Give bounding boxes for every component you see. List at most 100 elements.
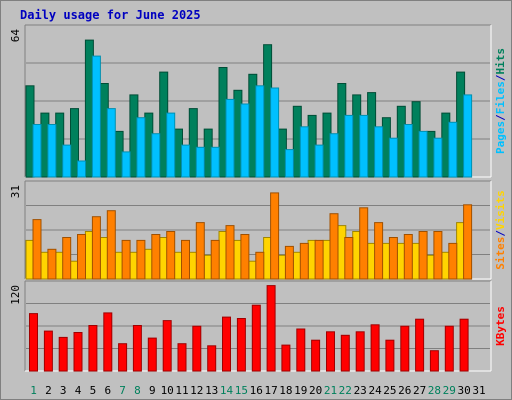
sites-visits-bar-visits-day-16 — [255, 251, 265, 280]
sites-visits-bar-visits-day-4 — [77, 234, 86, 280]
x-tick-day-29: 29 — [443, 384, 456, 397]
kbytes-bar-kbytes-day-27 — [415, 318, 425, 372]
sites-visits-bar-visits-day-8 — [136, 239, 146, 280]
hits-files-bar-files-day-1 — [32, 124, 42, 178]
x-tick-day-2: 2 — [45, 384, 52, 397]
hits-files-bar-files-day-12 — [195, 146, 205, 178]
hits-files-bar-files-day-10 — [166, 112, 176, 178]
kbytes-bar-kbytes-day-6 — [103, 312, 113, 372]
kbytes-bar-kbytes-day-8 — [132, 325, 142, 372]
sites-visits-bar-visits-day-12 — [195, 222, 205, 280]
hits-files-bar-files-day-2 — [47, 124, 57, 178]
hits-files-bar-files-day-13 — [210, 146, 220, 178]
sites-visits-panel: 31 Sites/Visits — [9, 180, 507, 280]
sites-visits-bar-visits-day-15 — [240, 234, 250, 280]
sites-visits-bar-visits-day-24 — [374, 222, 384, 280]
sites-visits-bar-visits-day-28 — [433, 231, 443, 280]
sites-visits-bar-visits-day-21 — [329, 213, 339, 280]
sites-visits-bar-visits-day-18 — [284, 245, 294, 280]
x-tick-day-14: 14 — [220, 384, 234, 397]
x-tick-day-21: 21 — [324, 384, 337, 397]
sites-visits-bar-visits-day-14 — [225, 225, 235, 280]
hits-files-bar-files-day-22 — [344, 114, 354, 178]
x-tick-day-31: 31 — [472, 384, 485, 397]
hits-files-bar-files-day-6 — [106, 108, 116, 178]
x-tick-day-7: 7 — [119, 384, 126, 397]
hits-files-legend-separator: / — [494, 114, 507, 121]
kbytes-bar-kbytes-day-10 — [162, 320, 172, 372]
hits-files-bar-files-day-26 — [403, 124, 413, 178]
kbytes-bar-kbytes-day-22 — [340, 334, 350, 372]
kbytes-bar-kbytes-day-1 — [29, 313, 38, 372]
hits-files-bar-files-day-9 — [151, 133, 161, 178]
x-tick-day-18: 18 — [279, 384, 292, 397]
x-tick-day-4: 4 — [75, 384, 82, 397]
sites-visits-bar-visits-day-7 — [121, 239, 131, 280]
hits-files-bar-files-day-21 — [329, 133, 339, 178]
hits-files-ytick-max: 64 — [9, 29, 22, 43]
x-tick-day-25: 25 — [383, 384, 396, 397]
hits-files-bar-files-day-24 — [374, 126, 384, 178]
x-tick-day-20: 20 — [309, 384, 322, 397]
sites-visits-bar-visits-day-20 — [314, 239, 324, 280]
hits-files-bar-files-day-18 — [284, 149, 294, 178]
sites-visits-ytick-max: 31 — [9, 185, 22, 198]
x-tick-day-11: 11 — [175, 384, 188, 397]
kbytes-bar-kbytes-day-9 — [147, 337, 157, 372]
kbytes-bar-kbytes-day-2 — [43, 330, 53, 372]
hits-files-legend-files: Files — [494, 81, 507, 114]
kbytes-bar-kbytes-day-30 — [459, 318, 469, 372]
kbytes-bar-kbytes-day-4 — [73, 332, 83, 372]
hits-files-bar-hits-day-12 — [188, 108, 198, 178]
hits-files-panel: 64 Pages/Files/Hits — [9, 24, 507, 178]
hits-files-bar-files-day-15 — [240, 103, 250, 178]
sites-visits-bar-visits-day-30 — [463, 204, 473, 280]
kbytes-bar-kbytes-day-26 — [400, 325, 410, 372]
kbytes-bar-kbytes-day-13 — [207, 345, 217, 372]
sites-visits-bar-visits-day-27 — [418, 231, 428, 280]
hits-files-bar-files-day-25 — [388, 137, 398, 178]
kbytes-side-legend: KBytes — [494, 306, 507, 346]
x-tick-day-10: 10 — [161, 384, 174, 397]
hits-files-bar-hits-day-4 — [70, 108, 79, 178]
x-tick-day-30: 30 — [457, 384, 470, 397]
sites-visits-bar-visits-day-22 — [344, 237, 354, 280]
x-tick-day-19: 19 — [294, 384, 307, 397]
kbytes-bar-kbytes-day-15 — [236, 318, 246, 372]
x-tick-day-27: 27 — [413, 384, 426, 397]
chart-title: Daily usage for June 2025 — [20, 8, 201, 22]
kbytes-bar-kbytes-day-16 — [251, 304, 261, 372]
x-tick-day-15: 15 — [235, 384, 248, 397]
kbytes-bar-kbytes-day-29 — [444, 325, 454, 372]
x-tick-day-1: 1 — [30, 384, 37, 397]
x-tick-day-9: 9 — [149, 384, 156, 397]
kbytes-bar-kbytes-day-21 — [326, 331, 335, 372]
x-tick-day-17: 17 — [264, 384, 277, 397]
sites-visits-bar-visits-day-11 — [181, 239, 190, 280]
sites-visits-legend-separator: / — [494, 230, 507, 237]
sites-visits-bar-visits-day-2 — [47, 248, 57, 280]
hits-files-bar-files-day-19 — [299, 126, 309, 178]
x-tick-day-13: 13 — [205, 384, 218, 397]
x-tick-day-5: 5 — [90, 384, 97, 397]
kbytes-bar-kbytes-day-19 — [296, 328, 306, 372]
x-tick-day-23: 23 — [354, 384, 367, 397]
x-tick-day-28: 28 — [428, 384, 441, 397]
kbytes-bar-kbytes-day-23 — [355, 331, 365, 372]
sites-visits-bar-visits-day-10 — [166, 231, 176, 280]
kbytes-bar-kbytes-day-14 — [222, 316, 231, 372]
kbytes-bar-kbytes-day-7 — [118, 343, 128, 372]
hits-files-bar-files-day-27 — [418, 130, 428, 178]
sites-visits-bar-visits-day-3 — [62, 237, 72, 280]
x-tick-day-22: 22 — [339, 384, 352, 397]
hits-files-side-legend: Pages/Files/Hits — [494, 48, 507, 154]
sites-visits-bar-visits-day-17 — [270, 192, 280, 280]
sites-visits-bar-visits-day-5 — [91, 216, 101, 280]
x-tick-day-12: 12 — [190, 384, 203, 397]
hits-files-bar-files-day-30 — [463, 94, 473, 178]
sites-visits-bar-visits-day-9 — [151, 234, 161, 280]
sites-visits-bar-visits-day-26 — [403, 234, 413, 280]
kbytes-bar-kbytes-day-25 — [385, 339, 395, 372]
x-tick-day-26: 26 — [398, 384, 411, 397]
